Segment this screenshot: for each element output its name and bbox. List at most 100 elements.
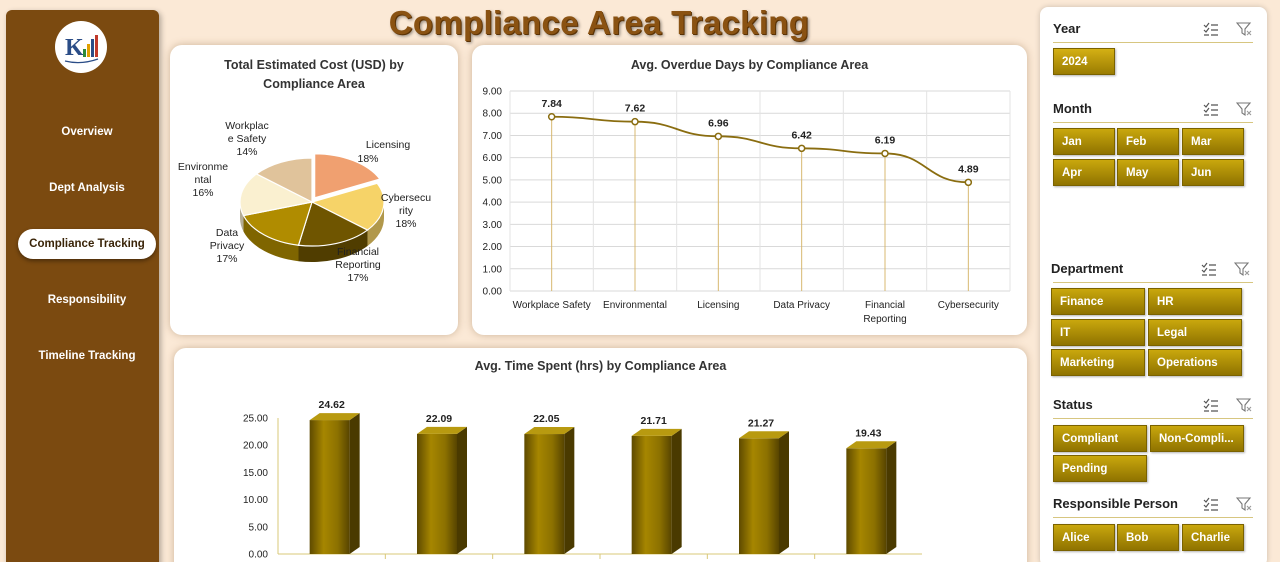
line-point[interactable] <box>881 149 889 158</box>
slicer-person-charlie[interactable]: Charlie <box>1182 524 1244 551</box>
bar[interactable] <box>417 433 457 554</box>
pie-label-data-privacy-2: Privacy <box>210 240 245 252</box>
brand-logo: K <box>55 21 107 73</box>
slicer-status-compliant[interactable]: Compliant <box>1053 425 1147 452</box>
x-tick-label: Reporting <box>863 314 906 325</box>
bar[interactable] <box>309 420 350 554</box>
x-tick-label: Workplace Safety <box>513 300 591 311</box>
clear-filter-icon[interactable] <box>1236 102 1252 117</box>
clear-filter-icon[interactable] <box>1234 262 1250 277</box>
multi-select-icon[interactable] <box>1203 22 1219 37</box>
pie-pct-financial: 17% <box>347 272 368 284</box>
line-value-label: 7.84 <box>541 98 562 110</box>
multi-select-icon[interactable] <box>1203 497 1219 512</box>
pie-slice-side <box>298 230 368 262</box>
clear-filter-icon[interactable] <box>1236 22 1252 37</box>
nav-timeline-tracking[interactable]: Timeline Tracking <box>38 350 136 362</box>
pie-slice-environmental[interactable] <box>239 173 314 217</box>
pie-pct-data-privacy: 17% <box>216 253 237 265</box>
slicer-month-feb[interactable]: Feb <box>1117 128 1179 155</box>
pie-label-financial-1: Financial <box>337 246 379 258</box>
bar-value-label: 21.71 <box>641 415 667 427</box>
pie-label-financial-2: Reporting <box>335 259 381 271</box>
nav-responsibility[interactable]: Responsibility <box>47 294 127 306</box>
x-tick-label: Data Privacy <box>773 300 830 311</box>
bar-value-label: 21.27 <box>748 417 774 429</box>
nav-overview[interactable]: Overview <box>61 126 113 138</box>
bar-chart-title: Avg. Time Spent (hrs) by Compliance Area <box>474 359 727 373</box>
line-chart-card: Avg. Overdue Days by Compliance Area 0.0… <box>472 45 1027 335</box>
y-tick-label: 0.00 <box>249 550 269 561</box>
clear-filter-icon[interactable] <box>1236 497 1252 512</box>
y-tick-label: 10.00 <box>243 495 268 506</box>
pie-slice-side <box>367 202 384 247</box>
y-tick-label: 5.00 <box>249 522 269 533</box>
line-value-label: 4.89 <box>958 163 979 175</box>
pie-label-workplace-1: Workplac <box>225 120 269 132</box>
slicer-status-pending[interactable]: Pending <box>1053 455 1147 482</box>
slicer-month-label: Month <box>1053 101 1092 116</box>
slicer-status-non-compliant[interactable]: Non-Compli... <box>1150 425 1244 452</box>
pie-slice-licensing[interactable] <box>314 153 381 199</box>
line-point[interactable] <box>964 178 973 187</box>
bar-top <box>739 431 789 439</box>
slicer-dept-it[interactable]: IT <box>1051 319 1145 346</box>
line-point[interactable] <box>547 113 556 121</box>
bar-value-label: 24.62 <box>319 399 345 411</box>
slicer-year-2024[interactable]: 2024 <box>1053 48 1115 75</box>
bar-top <box>417 426 467 434</box>
pie-label-cybersecurity-1: Cybersecu <box>381 192 431 204</box>
slicer-dept-operations[interactable]: Operations <box>1148 349 1242 376</box>
nav-compliance-tracking[interactable]: Compliance Tracking <box>18 229 156 259</box>
pie-slice-financial-reporting[interactable] <box>297 201 369 247</box>
bar-top <box>524 427 575 435</box>
multi-select-icon[interactable] <box>1203 102 1219 117</box>
slicer-month-apr[interactable]: Apr <box>1053 159 1115 186</box>
bar[interactable] <box>846 448 887 554</box>
pie-pct-workplace: 14% <box>236 146 257 158</box>
line-point[interactable] <box>714 132 723 141</box>
y-tick-label: 4.00 <box>483 198 503 209</box>
slicer-month-may[interactable]: May <box>1117 159 1179 186</box>
y-tick-label: 9.00 <box>483 87 503 98</box>
y-tick-label: 8.00 <box>483 109 503 120</box>
clear-filter-icon[interactable] <box>1236 398 1252 413</box>
slicer-dept-legal[interactable]: Legal <box>1148 319 1242 346</box>
multi-select-icon[interactable] <box>1203 398 1219 413</box>
slicer-month-jan[interactable]: Jan <box>1053 128 1115 155</box>
pie-pct-licensing: 18% <box>357 153 378 165</box>
nav-dept-analysis[interactable]: Dept Analysis <box>49 182 125 194</box>
bar-side <box>457 426 467 554</box>
line-point[interactable] <box>797 144 806 153</box>
y-tick-label: 15.00 <box>243 468 268 479</box>
x-tick-label: Environmental <box>603 300 667 311</box>
bar[interactable] <box>631 435 672 554</box>
bar-top <box>846 441 897 449</box>
slicer-year-label: Year <box>1053 21 1081 36</box>
bar-top <box>309 413 360 421</box>
bar[interactable] <box>524 434 565 554</box>
pie-pct-cybersecurity: 18% <box>395 218 416 230</box>
pie-pct-environmental: 16% <box>192 187 213 199</box>
y-tick-label: 20.00 <box>243 441 268 452</box>
slicer-person-alice[interactable]: Alice <box>1053 524 1115 551</box>
slicer-person-bob[interactable]: Bob <box>1117 524 1179 551</box>
line-point[interactable] <box>631 117 639 126</box>
bar-value-label: 22.05 <box>533 413 559 425</box>
slicer-month-jun[interactable]: Jun <box>1182 159 1244 186</box>
pie-slice-cybersecurity[interactable] <box>310 182 385 231</box>
bar-chart-card: Avg. Time Spent (hrs) by Compliance Area… <box>174 348 1027 562</box>
slicer-dept-marketing[interactable]: Marketing <box>1051 349 1145 376</box>
slicer-dept-hr[interactable]: HR <box>1148 288 1242 315</box>
multi-select-icon[interactable] <box>1201 262 1217 277</box>
pie-label-licensing: Licensing <box>366 139 411 151</box>
slicer-dept-finance[interactable]: Finance <box>1051 288 1145 315</box>
slicer-status-label: Status <box>1053 397 1093 412</box>
slicer-department-header: Department <box>1051 257 1253 283</box>
pie-chart-card: Total Estimated Cost (USD) by Compliance… <box>170 45 458 335</box>
bar[interactable] <box>739 438 779 554</box>
slicer-month-mar[interactable]: Mar <box>1182 128 1244 155</box>
slicer-status-header: Status <box>1053 393 1253 419</box>
filter-panel: Year 2024 Month Jan Feb Mar Apr May Jun … <box>1040 7 1267 562</box>
pie-slice-workplace-safety[interactable] <box>255 157 313 203</box>
